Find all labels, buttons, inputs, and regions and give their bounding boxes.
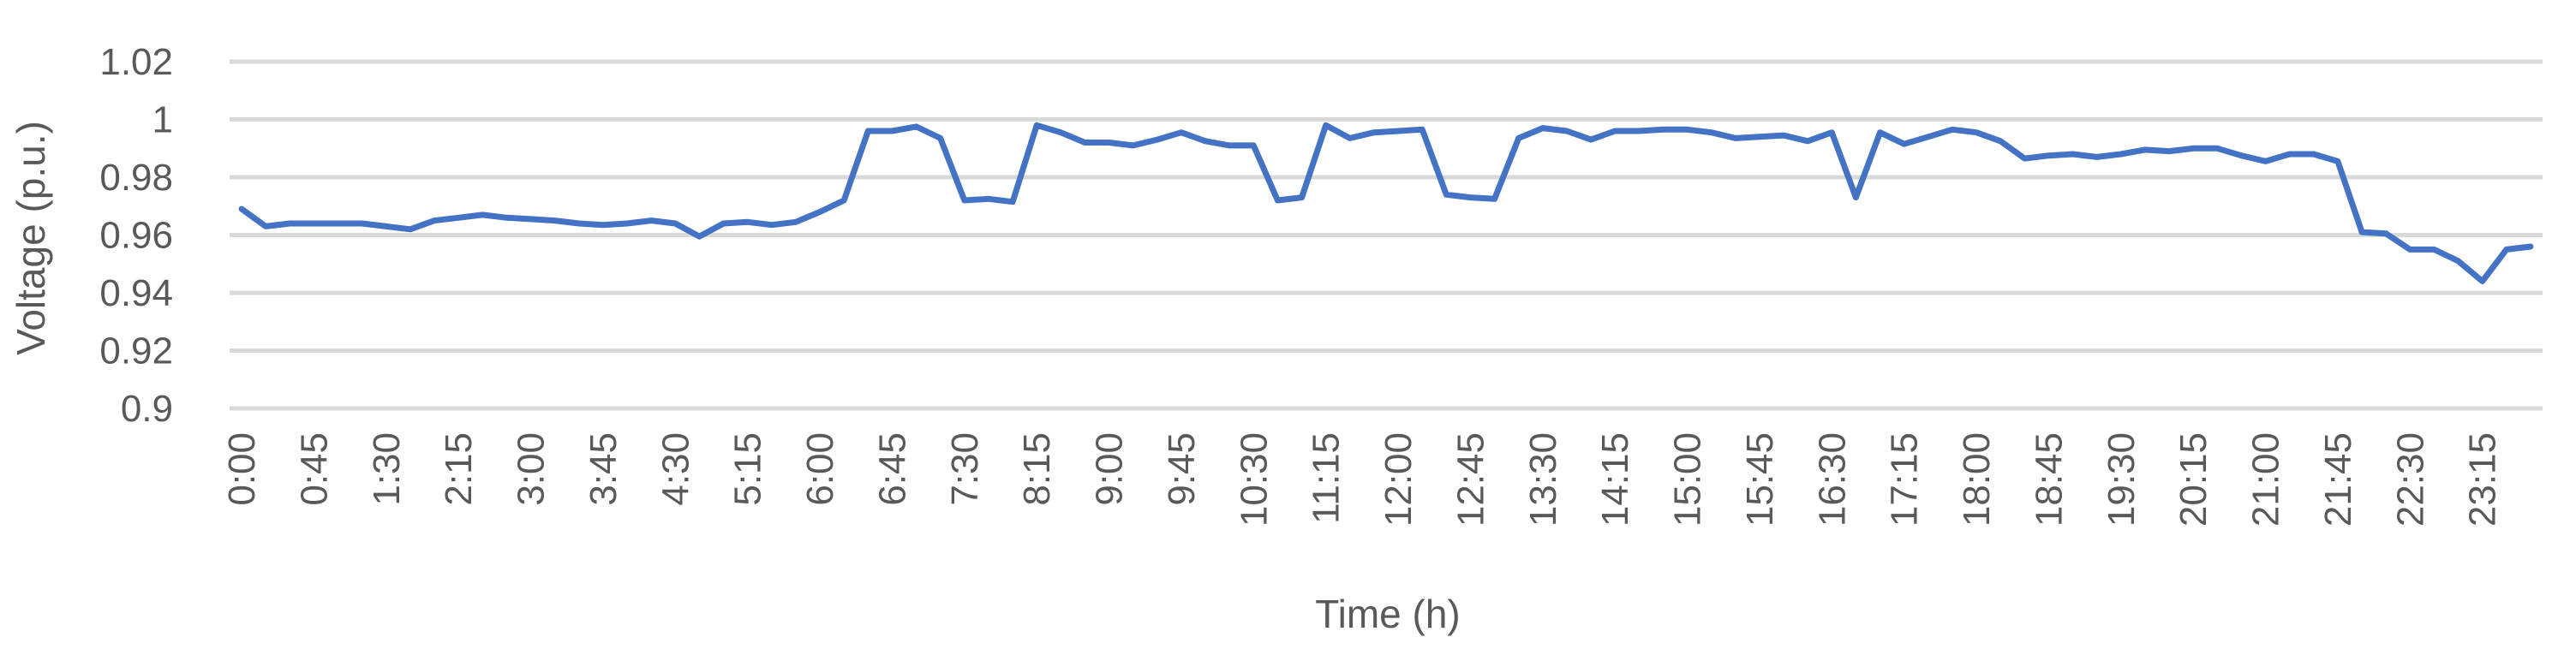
y-tick-labels: 0.9 0.92 0.94 0.96 0.98 1 1.02 [99, 41, 173, 430]
x-tick-label: 6:00 [799, 432, 841, 506]
x-tick-label: 22:30 [2389, 432, 2431, 527]
x-tick-label: 1:30 [366, 432, 408, 506]
x-tick-label: 3:45 [583, 432, 625, 506]
x-tick-label: 16:30 [1811, 432, 1853, 527]
y-tick-label: 1 [152, 99, 173, 141]
x-tick-label: 5:15 [727, 432, 769, 506]
x-tick-label: 7:30 [944, 432, 986, 506]
grid-lines [230, 59, 2543, 411]
x-tick-label: 21:45 [2317, 432, 2359, 527]
x-tick-label: 21:00 [2245, 432, 2287, 527]
x-tick-label: 12:45 [1449, 432, 1491, 527]
x-tick-label: 17:15 [1884, 432, 1926, 527]
x-tick-label: 10:30 [1233, 432, 1275, 527]
x-tick-label: 3:00 [511, 432, 553, 506]
y-tick-label: 0.96 [99, 215, 173, 257]
x-tick-label: 2:15 [438, 432, 480, 506]
y-tick-label: 1.02 [99, 41, 173, 83]
y-tick-label: 0.9 [121, 388, 173, 430]
y-tick-label: 0.92 [99, 330, 173, 372]
y-tick-label: 0.94 [99, 272, 173, 314]
x-tick-label: 18:00 [1956, 432, 1998, 527]
x-tick-label: 15:00 [1667, 432, 1709, 527]
x-tick-label: 12:00 [1378, 432, 1419, 527]
x-tick-label: 18:45 [2028, 432, 2070, 527]
x-tick-label: 8:15 [1016, 432, 1058, 506]
x-tick-label: 6:45 [871, 432, 913, 506]
x-tick-label: 11:15 [1306, 432, 1348, 524]
x-tick-label: 13:30 [1522, 432, 1564, 527]
x-tick-label: 4:30 [654, 432, 696, 506]
x-tick-label: 0:00 [221, 432, 263, 506]
x-tick-label: 14:15 [1594, 432, 1636, 527]
x-tick-label: 20:15 [2173, 432, 2214, 527]
x-tick-label: 23:15 [2462, 432, 2504, 527]
y-tick-label: 0.98 [99, 157, 173, 199]
x-tick-labels: 0:00 0:45 1:30 2:15 3:00 3:45 4:30 5:15 6:00 6:45… [221, 432, 2504, 527]
x-tick-label: 15:45 [1739, 432, 1781, 527]
x-tick-label: 0:45 [293, 432, 335, 506]
y-axis-title: Voltage (p.u.) [9, 121, 53, 355]
x-tick-label: 19:30 [2101, 432, 2143, 527]
x-tick-label: 9:00 [1089, 432, 1131, 506]
voltage-series-line [238, 122, 2534, 284]
x-axis-title: Time (h) [1315, 592, 1461, 636]
x-tick-label: 9:45 [1161, 432, 1203, 506]
